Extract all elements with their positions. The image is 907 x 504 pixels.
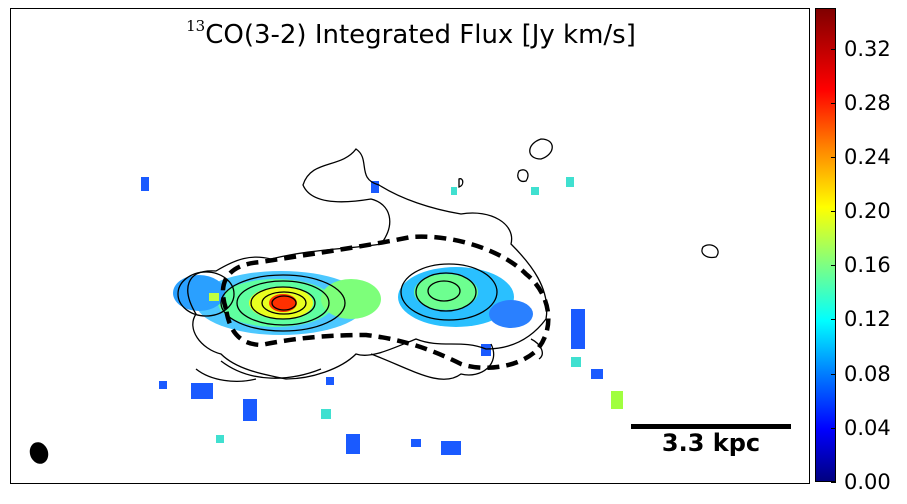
colorbar-tick-label: 0.12	[844, 307, 891, 332]
colorbar-tick-mark	[831, 482, 836, 483]
flux-map-panel: 13CO(3-2) Integrated Flux [Jy km/s] 3.3 …	[10, 8, 810, 484]
colorbar	[815, 8, 836, 482]
colorbar-tick-mark	[831, 211, 836, 213]
colorbar-tick-label: 0.24	[844, 144, 891, 169]
colorbar-tick-mark	[831, 265, 836, 267]
emission-patches	[141, 177, 603, 455]
colorbar-tick-mark	[831, 156, 836, 158]
colorbar-tick-mark	[831, 427, 836, 429]
colorbar-tick-label: 0.00	[844, 470, 891, 494]
colorbar-tick-label: 0.28	[844, 90, 891, 115]
map-title: 13CO(3-2) Integrated Flux [Jy km/s]	[186, 17, 636, 50]
colorbar-tick-label: 0.16	[844, 253, 891, 278]
scale-bar-label: 3.3 kpc	[661, 429, 761, 457]
colorbar-tick-label: 0.32	[844, 36, 891, 61]
contours	[177, 138, 719, 382]
colorbar-tick-mark	[831, 373, 836, 375]
colorbar-tick-mark	[831, 319, 836, 321]
emission-left-peak	[269, 294, 297, 312]
emission-patch-yellow	[209, 293, 219, 301]
emission-right-inner	[414, 274, 478, 310]
bar-outline	[220, 234, 551, 370]
scale-bar	[631, 424, 791, 429]
colorbar-tick-label: 0.04	[844, 415, 891, 440]
emission-left-wing	[173, 275, 225, 311]
colorbar-tick-mark	[831, 48, 836, 50]
beam-ellipse	[29, 442, 49, 464]
emission-patches-cyan	[216, 177, 581, 443]
flux-map	[29, 138, 791, 464]
colorbar-tick-label: 0.08	[844, 361, 891, 386]
colorbar-tick-label: 0.20	[844, 199, 891, 224]
emission-patch-green	[611, 391, 623, 409]
colorbar-tick-mark	[831, 102, 836, 104]
emission-right-tail	[489, 300, 533, 328]
